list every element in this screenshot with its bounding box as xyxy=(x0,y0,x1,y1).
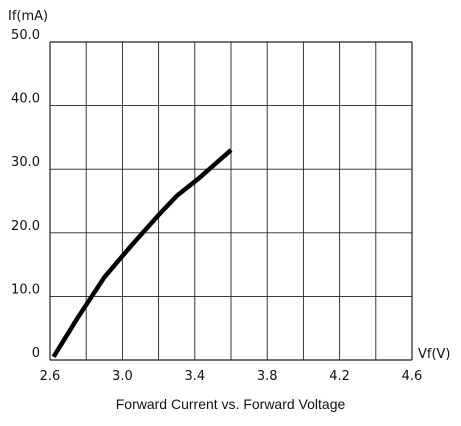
y-tick-label: 20.0 xyxy=(11,219,40,234)
x-tick-label: 2.6 xyxy=(40,369,61,384)
tick-labels: 2.6 3.0 3.4 3.8 4.2 4.6 0 10.0 20.0 30.0 40.0 50.0 xyxy=(11,28,422,384)
x-tick-label: 3.0 xyxy=(112,369,133,384)
series-line xyxy=(51,148,233,358)
x-tick-label: 3.8 xyxy=(257,369,278,384)
grid xyxy=(49,41,413,361)
x-tick-label: 3.4 xyxy=(184,369,205,384)
y-tick-label: 40.0 xyxy=(11,92,40,107)
y-tick-label: 10.0 xyxy=(11,282,40,297)
x-axis-label: Vf(V) xyxy=(418,347,451,362)
y-tick-label: 0 xyxy=(32,346,40,361)
series-layer xyxy=(51,148,233,358)
chart-title: Forward Current vs. Forward Voltage xyxy=(115,396,346,412)
x-tick-label: 4.6 xyxy=(402,369,423,384)
y-axis-label: If(mA) xyxy=(8,9,48,24)
y-tick-label: 30.0 xyxy=(11,155,40,170)
x-tick-label: 4.2 xyxy=(329,369,350,384)
y-tick-label: 50.0 xyxy=(11,28,40,43)
